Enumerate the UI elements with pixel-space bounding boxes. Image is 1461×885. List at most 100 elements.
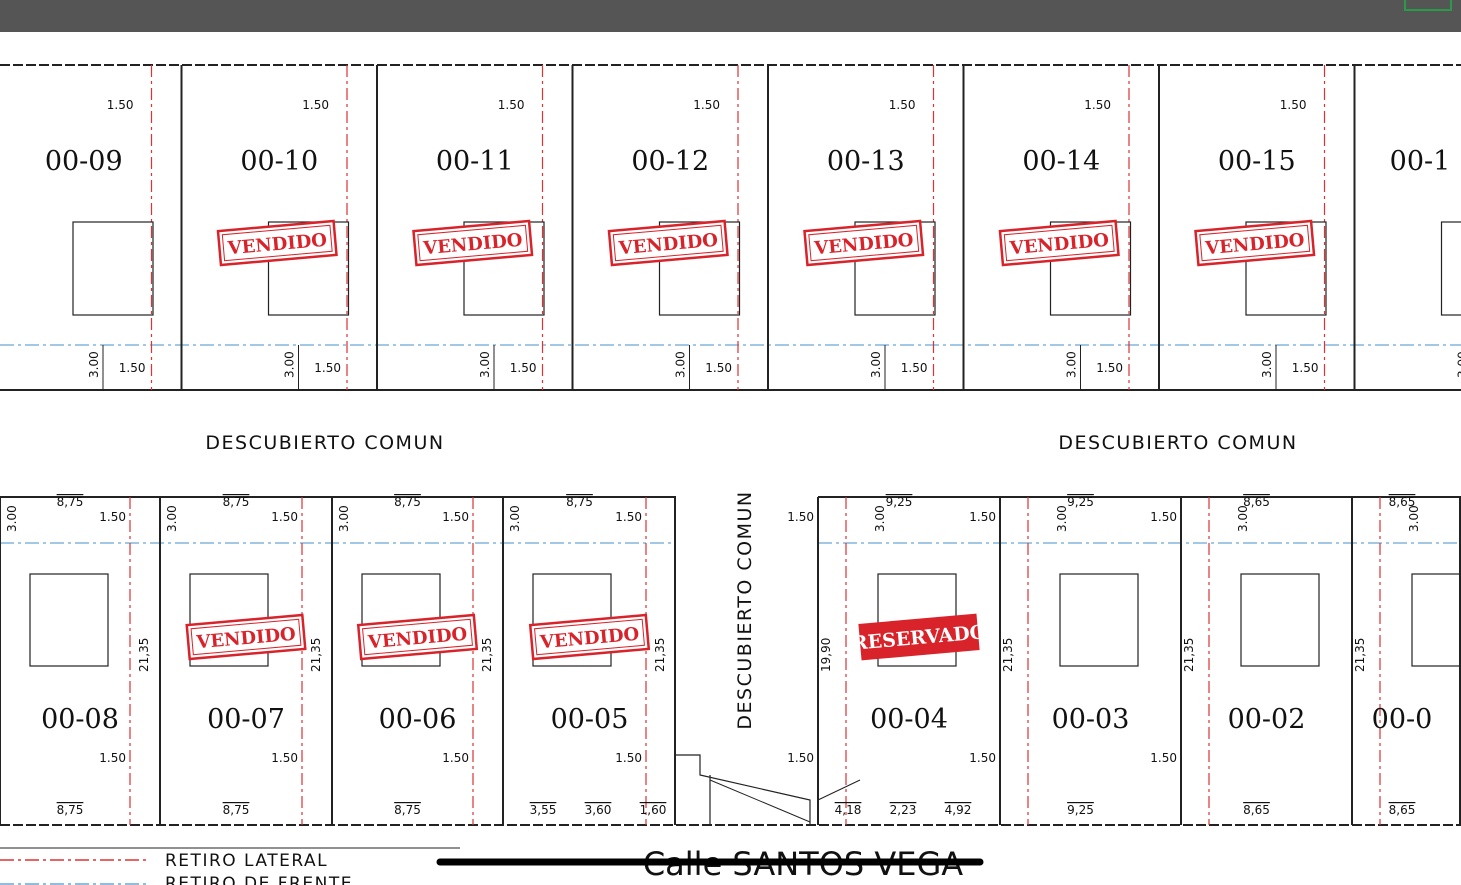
house-outline <box>1059 573 1139 667</box>
stamp-box <box>607 219 729 267</box>
stamp-inner <box>1199 224 1311 262</box>
dimension: 21,35 <box>137 638 151 672</box>
stamp-inner <box>612 224 724 262</box>
dimension: 3.00 <box>1260 351 1274 378</box>
lot-label: 00-0 <box>1372 704 1433 735</box>
lot-label: 00-14 <box>1022 146 1100 177</box>
stamp-box <box>858 613 980 661</box>
dimension: 4,92 <box>945 803 972 817</box>
status-stamp: VENDIDO <box>1194 219 1316 267</box>
dimension: 21,35 <box>1182 638 1196 672</box>
access-ramp <box>709 779 811 823</box>
dimension: 8,65 <box>1243 803 1270 817</box>
legend-label: RETIRO LATERAL <box>165 851 328 871</box>
dimension: 3.00 <box>1456 351 1461 378</box>
house-outline <box>1440 221 1461 316</box>
dimension: 1.50 <box>969 751 996 765</box>
dimension: 3.00 <box>87 351 101 378</box>
dimension: 3.00 <box>869 351 883 378</box>
dimension: 3.00 <box>337 505 351 532</box>
dimension: 3.00 <box>165 505 179 532</box>
stamp-inner <box>221 224 333 262</box>
top-bar <box>0 0 1461 32</box>
dimension: 8,75 <box>223 803 250 817</box>
dimension: 19,90 <box>819 638 833 672</box>
dimension: 1.50 <box>615 751 642 765</box>
dimension: 1.50 <box>510 361 537 375</box>
dimension: 1.50 <box>787 751 814 765</box>
dimension: 3.00 <box>5 505 19 532</box>
dimension: 8,75 <box>394 495 421 509</box>
stamp-box <box>998 219 1120 267</box>
dimension: 1.50 <box>889 98 916 112</box>
legend-label: RETIRO DE FRENTE <box>165 874 353 885</box>
stamp-inner <box>362 618 473 656</box>
status-stamp: VENDIDO <box>803 219 925 267</box>
lot-label: 00-07 <box>207 704 285 735</box>
dimension: 1.50 <box>271 510 298 524</box>
dimension: 1.50 <box>498 98 525 112</box>
status-stamp: VENDIDO <box>412 219 534 267</box>
dimension: 1.50 <box>302 98 329 112</box>
lot-label: 00-1 <box>1390 146 1451 177</box>
dimension: 1.50 <box>1150 751 1177 765</box>
dimension: 3.00 <box>1055 505 1069 532</box>
stamp-box <box>803 219 925 267</box>
common-area-label: DESCUBIERTO COMUN <box>1058 432 1297 454</box>
dimension: 1.50 <box>615 510 642 524</box>
access-ramp <box>817 779 861 801</box>
dimension: 1.50 <box>969 510 996 524</box>
dimension: 21,35 <box>1001 638 1015 672</box>
dimension: 9,25 <box>1067 495 1094 509</box>
dimension: 8,65 <box>1243 495 1270 509</box>
dimension: 1.50 <box>705 361 732 375</box>
house-outline <box>29 573 109 667</box>
lot-label: 00-13 <box>827 146 905 177</box>
stamp-inner <box>190 618 302 656</box>
dimension: 1.50 <box>442 510 469 524</box>
stamp-box <box>412 219 534 267</box>
dimension: 3.00 <box>508 505 522 532</box>
dimension: 8,75 <box>223 495 250 509</box>
lot-label: 00-06 <box>379 704 457 735</box>
dimension: 9,25 <box>886 495 913 509</box>
corner-button <box>1404 0 1452 11</box>
common-area-label: DESCUBIERTO COMUN <box>734 490 756 729</box>
dimension: 1.50 <box>1096 361 1123 375</box>
dimension: 3.00 <box>478 351 492 378</box>
dimension: 2,23 <box>890 803 917 817</box>
common-area-label: DESCUBIERTO COMUN <box>205 432 444 454</box>
lot-label: 00-12 <box>631 146 709 177</box>
lot-label: 00-11 <box>436 146 514 177</box>
dimension: 21,35 <box>480 638 494 672</box>
status-stamp: VENDIDO <box>998 219 1120 267</box>
status-stamp: VENDIDO <box>607 219 729 267</box>
dimension: 8,65 <box>1389 803 1416 817</box>
lot-label: 00-09 <box>45 146 123 177</box>
house-outline <box>1411 573 1461 667</box>
lot-label: 00-10 <box>240 146 318 177</box>
dimension: 3,55 <box>530 803 557 817</box>
lot-label: 00-04 <box>870 704 948 735</box>
dimension: 21,35 <box>653 638 667 672</box>
stamp-inner <box>534 618 645 656</box>
stamp-box <box>356 613 479 661</box>
dimension: 8,75 <box>57 495 84 509</box>
stamp-box <box>1194 219 1316 267</box>
dimension: 3.00 <box>283 351 297 378</box>
dimension: 3.00 <box>1236 505 1250 532</box>
dimension: 1.50 <box>107 98 134 112</box>
lot-label: 00-05 <box>551 704 629 735</box>
lot-label: 00-03 <box>1052 704 1130 735</box>
dimension: 8,75 <box>57 803 84 817</box>
stamp-inner <box>1003 224 1115 262</box>
dimension: 3.00 <box>1065 351 1079 378</box>
dimension: 8,65 <box>1389 495 1416 509</box>
dimension: 3.00 <box>1407 505 1421 532</box>
dimension: 1.50 <box>901 361 928 375</box>
status-stamp: VENDIDO <box>528 613 651 661</box>
dimension: 1.50 <box>1084 98 1111 112</box>
house-outline <box>72 221 154 316</box>
